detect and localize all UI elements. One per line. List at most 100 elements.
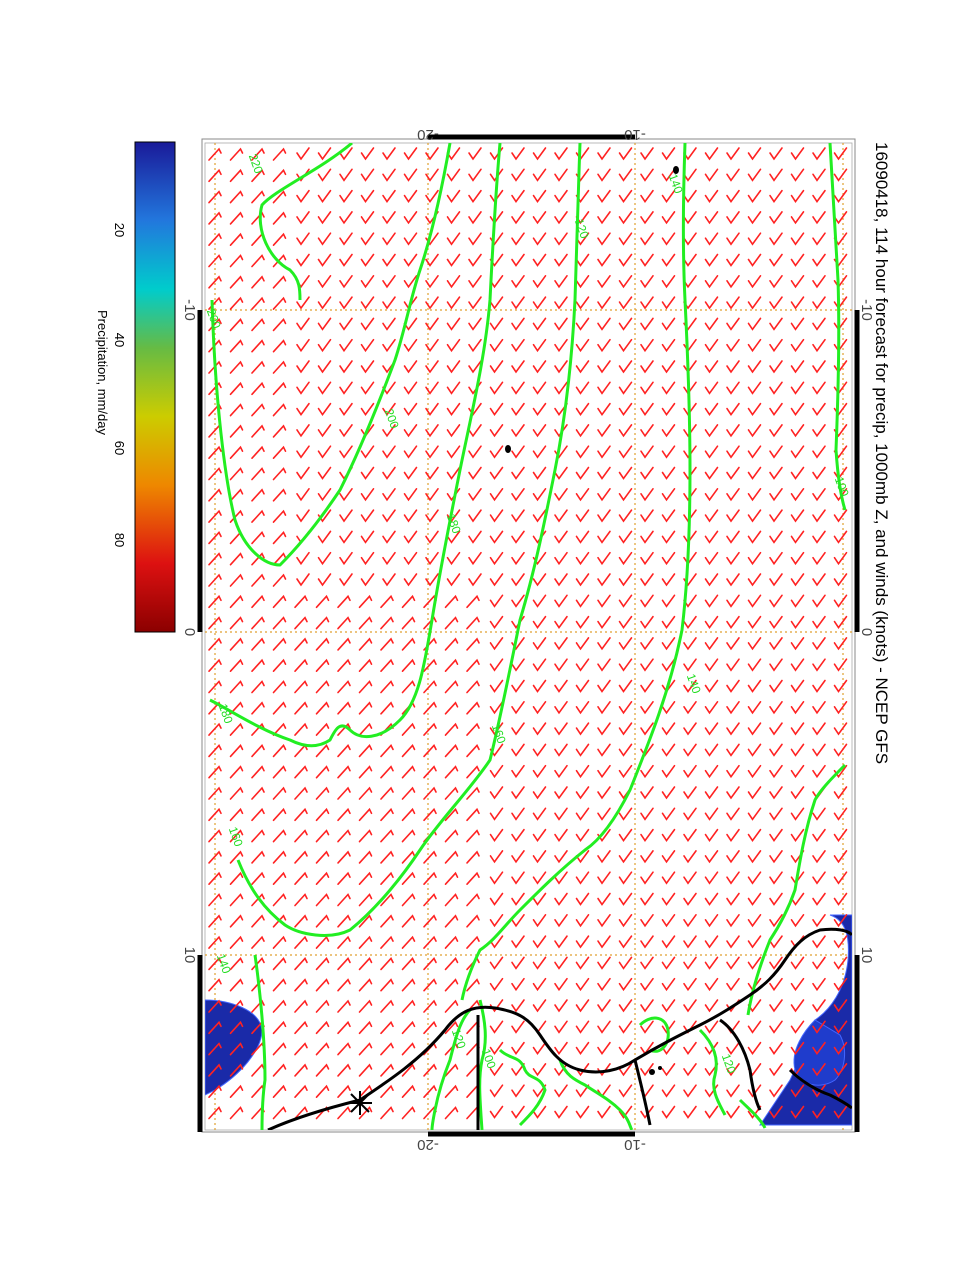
- wind-barb: [360, 466, 375, 480]
- wind-barb: [317, 445, 332, 459]
- wind-barb: [790, 679, 805, 693]
- wind-barb: [208, 381, 222, 396]
- wind-barb: [272, 1042, 287, 1056]
- wind-barb: [339, 232, 353, 246]
- wind-barb: [403, 360, 418, 374]
- wind-barb: [296, 573, 310, 587]
- contour-label: 160: [489, 722, 509, 746]
- wind-barb: [812, 658, 826, 672]
- wind-barb: [339, 381, 353, 395]
- wind-barb: [337, 999, 351, 1013]
- wind-barb: [726, 232, 740, 246]
- wind-barb: [640, 1105, 654, 1119]
- wind-barb: [554, 1041, 568, 1055]
- wind-barb: [726, 275, 740, 289]
- wind-barb: [468, 275, 482, 289]
- wind-barb: [640, 892, 654, 906]
- wind-barb: [337, 743, 351, 758]
- wind-barb: [554, 892, 568, 906]
- wind-barb: [747, 615, 762, 629]
- wind-barb: [229, 424, 244, 438]
- wind-barb: [532, 679, 547, 693]
- wind-barb: [833, 147, 848, 161]
- wind-barb: [790, 168, 805, 182]
- wind-barb: [360, 360, 375, 374]
- wind-barb: [401, 786, 416, 800]
- wind-barb: [511, 466, 525, 480]
- wind-barb: [511, 1084, 525, 1098]
- wind-barb: [618, 615, 633, 629]
- wind-barb: [511, 679, 525, 693]
- wind-barb: [296, 253, 310, 267]
- wind-barb: [661, 466, 676, 480]
- wind-barb: [296, 402, 310, 416]
- wind-barb: [208, 680, 222, 694]
- wind-barb: [640, 275, 654, 289]
- wind-barb: [337, 807, 351, 822]
- wind-barb: [208, 850, 222, 864]
- wind-barb: [511, 530, 525, 544]
- wind-barb: [597, 317, 611, 331]
- wind-barb: [466, 594, 480, 609]
- wind-barb: [726, 573, 740, 587]
- tick-label-right: 0: [858, 628, 875, 636]
- wind-barb: [294, 850, 308, 864]
- wind-barb: [769, 168, 783, 182]
- wind-barb: [532, 296, 547, 310]
- wind-barb: [208, 637, 222, 651]
- wind-barb: [618, 189, 633, 203]
- wind-barb: [812, 168, 826, 182]
- wind-barb: [554, 701, 568, 715]
- wind-barb: [618, 999, 633, 1013]
- wind-barb: [554, 211, 568, 225]
- wind-barb: [423, 1063, 437, 1077]
- wind-barb: [683, 232, 697, 246]
- contour-label: 180: [444, 512, 464, 536]
- wind-barb: [315, 978, 330, 992]
- wind-barb: [489, 1020, 504, 1034]
- wind-barb: [511, 1041, 525, 1055]
- wind-barb: [790, 1041, 805, 1055]
- wind-barb: [446, 445, 461, 459]
- wind-barb: [532, 935, 547, 949]
- wind-barb: [444, 594, 459, 609]
- wind-barb: [401, 1042, 416, 1056]
- wind-barb: [444, 616, 459, 630]
- wind-barb: [229, 594, 244, 609]
- wind-barb: [747, 147, 762, 161]
- wind-barb: [315, 786, 330, 800]
- wind-barb: [444, 935, 459, 949]
- wind-barb: [575, 871, 590, 885]
- wind-barb: [294, 1042, 308, 1056]
- wind-barb: [661, 551, 676, 566]
- wind-barb: [444, 722, 459, 736]
- wind-barb: [317, 424, 332, 438]
- wind-barb: [726, 424, 740, 438]
- wind-barb: [296, 424, 310, 438]
- wind-barb: [769, 594, 783, 608]
- wind-barb: [317, 296, 332, 310]
- wind-barb: [704, 615, 719, 629]
- wind-barb: [747, 1105, 762, 1119]
- wind-barb: [382, 466, 396, 480]
- wind-barb: [401, 594, 416, 609]
- wind-barb: [833, 1020, 848, 1034]
- wind-barb: [511, 701, 525, 715]
- contour-label: 140: [214, 952, 234, 976]
- wind-barb: [489, 530, 504, 544]
- wind-barb: [597, 445, 611, 459]
- wind-barb: [704, 850, 719, 864]
- wind-barb: [812, 594, 826, 608]
- wind-barb: [769, 935, 783, 949]
- wind-barb: [661, 147, 676, 161]
- wind-barb: [769, 1041, 783, 1055]
- wind-barb: [251, 445, 265, 459]
- wind-barb: [511, 807, 525, 821]
- wind-barb: [704, 232, 719, 246]
- wind-barb: [294, 722, 308, 736]
- wind-barb: [575, 1020, 590, 1034]
- wind-barb: [661, 956, 676, 970]
- wind-barb: [554, 466, 568, 480]
- wind-barb: [380, 1084, 394, 1098]
- wind-barb: [403, 338, 418, 353]
